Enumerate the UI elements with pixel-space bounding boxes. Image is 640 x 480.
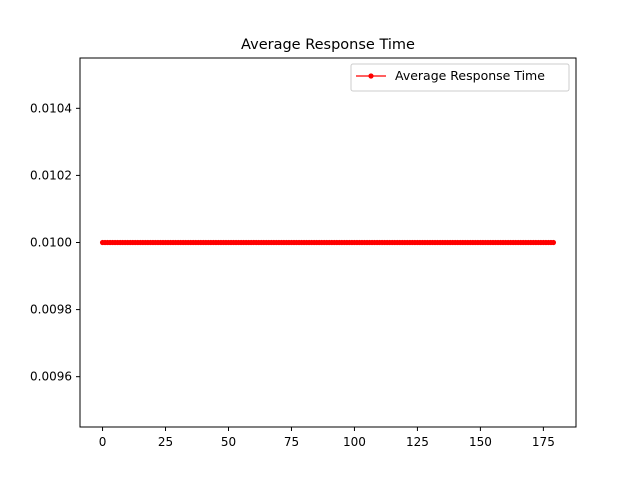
- x-tick-label: 0: [99, 435, 107, 449]
- y-tick-label: 0.0104: [30, 101, 72, 115]
- legend-label: Average Response Time: [395, 68, 545, 83]
- plot-area: 0 25 50 75 100 125 150 175 0.0096 0.0098 0.0100 0.0…: [30, 57, 577, 449]
- legend-marker-swatch: [368, 73, 374, 79]
- x-tick-label: 25: [158, 435, 173, 449]
- y-tick-label: 0.0100: [30, 236, 72, 250]
- data-point: [550, 239, 557, 246]
- y-tick-label: 0.0096: [30, 370, 72, 384]
- x-tick-label: 50: [221, 435, 236, 449]
- y-tick-label: 0.0102: [30, 168, 72, 182]
- x-tick-label: 175: [532, 435, 555, 449]
- legend-frame: [350, 63, 570, 92]
- x-tick-label: 100: [343, 435, 366, 449]
- x-tick-label: 75: [284, 435, 299, 449]
- chart-title: Average Response Time: [241, 37, 415, 53]
- x-tick-label: 125: [406, 435, 429, 449]
- x-tick-label: 150: [469, 435, 492, 449]
- y-tick-label: 0.0098: [30, 303, 72, 317]
- legend: Average Response Time: [350, 63, 570, 92]
